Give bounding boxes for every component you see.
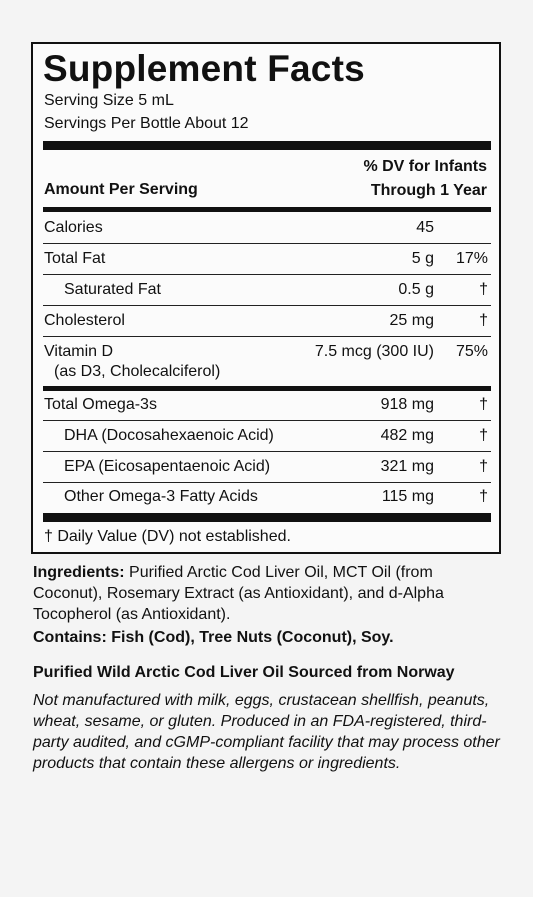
row-divider xyxy=(43,482,491,483)
row-divider xyxy=(43,420,491,421)
supplement-facts-panel: Supplement Facts Serving Size 5 mL Servi… xyxy=(31,42,501,554)
amount-header: Amount Per Serving xyxy=(44,181,198,198)
thick-divider xyxy=(43,141,491,150)
serving-size: Serving Size 5 mL xyxy=(44,92,174,109)
sourced-statement: Purified Wild Arctic Cod Liver Oil Sourc… xyxy=(33,664,455,681)
servings-per-bottle: Servings Per Bottle About 12 xyxy=(44,115,249,132)
dv-footnote: † Daily Value (DV) not established. xyxy=(44,528,291,545)
contains-statement: Contains: Fish (Cod), Tree Nuts (Coconut… xyxy=(33,629,394,646)
panel-title: Supplement Facts xyxy=(43,48,365,89)
dv-header: % DV for Infants Through 1 Year xyxy=(363,158,487,199)
allergen-statement: Not manufactured with milk, eggs, crusta… xyxy=(33,692,500,772)
ingredients-text: Purified Arctic Cod Liver Oil, MCT Oil (… xyxy=(33,564,444,623)
ingredients-label: Ingredients: xyxy=(33,564,125,581)
ingredients-statement: Ingredients: Purified Arctic Cod Liver O… xyxy=(33,562,503,625)
row-divider xyxy=(43,305,491,306)
medium-divider xyxy=(43,386,491,391)
row-divider xyxy=(43,336,491,337)
thick-divider xyxy=(43,513,491,522)
row-divider xyxy=(43,243,491,244)
nutrient-row-vitamin-d: Vitamin D (as D3, Cholecalciferol) 7.5 m… xyxy=(44,343,488,380)
row-divider xyxy=(43,451,491,452)
row-divider xyxy=(43,274,491,275)
medium-divider xyxy=(43,207,491,212)
